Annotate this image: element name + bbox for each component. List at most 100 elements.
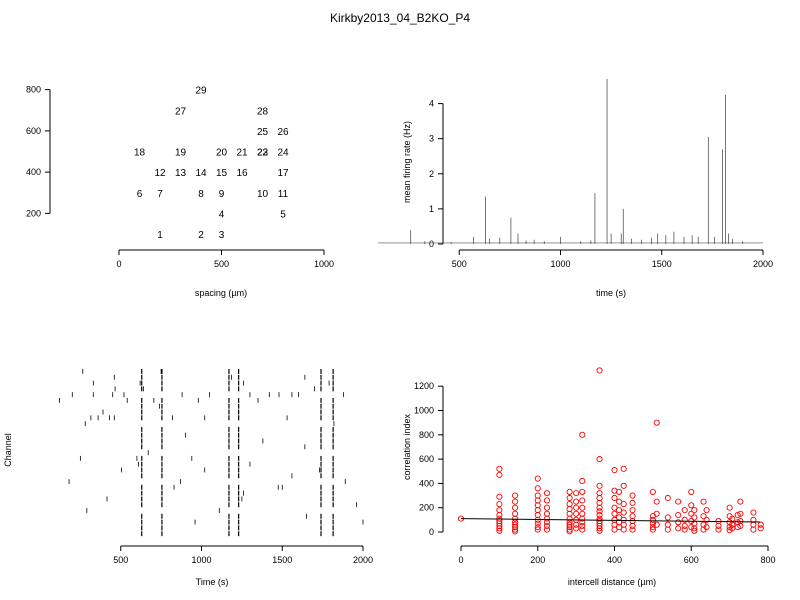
layout-y-axis-tick-label: 800 [26,85,41,95]
electrode-label: 2 [198,230,204,241]
corr-point [512,498,519,505]
electrode-label: 16 [236,168,248,179]
corr-point [620,465,627,472]
corr-point [620,509,627,516]
electrode-label: 24 [277,148,289,159]
corr-x-axis-tick-label: 800 [760,555,775,565]
corr-point [611,494,618,502]
corr-point [573,525,580,532]
corr-point [620,501,627,508]
electrode-label: 27 [175,106,187,117]
corr-point [579,522,586,529]
corr-point [596,367,603,374]
corr-x-axis-tick-label: 200 [530,555,545,565]
electrode-label: 15 [216,168,228,179]
corr-x-axis-tick-label: 400 [607,555,622,565]
electrode-label: 29 [195,86,207,97]
corr-point [616,524,623,531]
corr-fit-line [460,518,761,523]
electrode-label: 25 [257,127,269,138]
corr-point [543,526,551,533]
corr-point [566,494,573,502]
layout-x-axis-tick-label: 500 [214,259,229,269]
corr-point [543,515,551,522]
corr-point [566,528,573,535]
corr-point [512,504,519,511]
corr-point [611,526,618,533]
corr-point [496,511,503,519]
corr-point [596,504,603,511]
electrode-label: 4 [219,209,225,220]
corr-point [512,526,519,533]
corr-point [512,528,519,535]
corr-y-axis-tick-label: 800 [419,430,434,440]
electrode-label: 3 [219,230,225,241]
electrode-label: 9 [219,189,225,200]
corr-point [611,510,618,517]
corr-point [534,475,541,482]
corr-point [691,507,698,514]
electrode-label: 26 [277,127,289,138]
rate-x-axis-tick-label: 1000 [550,259,570,269]
corr-point [691,514,698,521]
figure-title: Kirkby2013_04_B2KO_P4 [330,11,470,25]
corr-point [596,456,603,463]
corr-point [496,493,503,500]
corr-point [579,526,586,533]
corr-point [757,525,764,532]
corr-point [543,490,551,497]
layout-y-axis-tick-label: 200 [26,208,41,218]
corr-point [715,526,722,533]
corr-point [653,510,660,517]
corr-point [620,526,627,533]
corr-point [596,508,603,515]
raster-y-label: Channel [3,433,13,467]
corr-point [596,525,603,532]
corr-point [629,492,636,499]
corr-point [534,524,541,531]
corr-point [611,504,618,511]
electrode-label: 13 [175,168,187,179]
electrode-label: 17 [277,168,289,179]
corr-point [496,465,503,472]
corr-point [664,514,671,521]
corr-point [653,419,660,426]
corr-point [703,516,710,523]
raster-x-axis-tick-label: 2000 [353,555,373,565]
corr-point [675,511,682,519]
corr-point [715,522,722,529]
corr-point [543,497,551,504]
corr-point [534,485,541,492]
corr-point [579,477,586,485]
spike-raster-plot: 500 1000 1500 2000 Time (s) Channel [3,369,373,587]
corr-point [596,511,603,519]
electrode-label: 7 [157,189,163,200]
corr-point [573,521,580,528]
corr-point [691,527,698,534]
corr-point [737,498,744,505]
corr-point [703,524,710,531]
rate-x-axis-tick-label: 500 [452,259,467,269]
rate-y-label: mean firing rate (Hz) [402,121,412,203]
corr-point [750,509,757,516]
corr-point [681,522,688,529]
corr-point [596,482,603,489]
corr-point [566,524,573,531]
electrode-label: 23 [257,148,269,159]
corr-point [616,507,623,514]
corr-point [737,522,744,529]
corr-point [750,526,757,533]
electrode-label: 6 [137,189,143,200]
rate-x-label: time (s) [596,288,626,298]
corr-point [596,527,603,534]
corr-point [700,513,707,520]
corr-point [566,488,573,495]
corr-point [649,526,656,533]
corr-point [573,498,580,505]
corr-point [675,525,682,532]
layout-y-axis-tick-label: 600 [26,126,41,136]
corr-point [573,510,580,517]
rate-y-axis-tick-label: 0 [429,239,434,249]
